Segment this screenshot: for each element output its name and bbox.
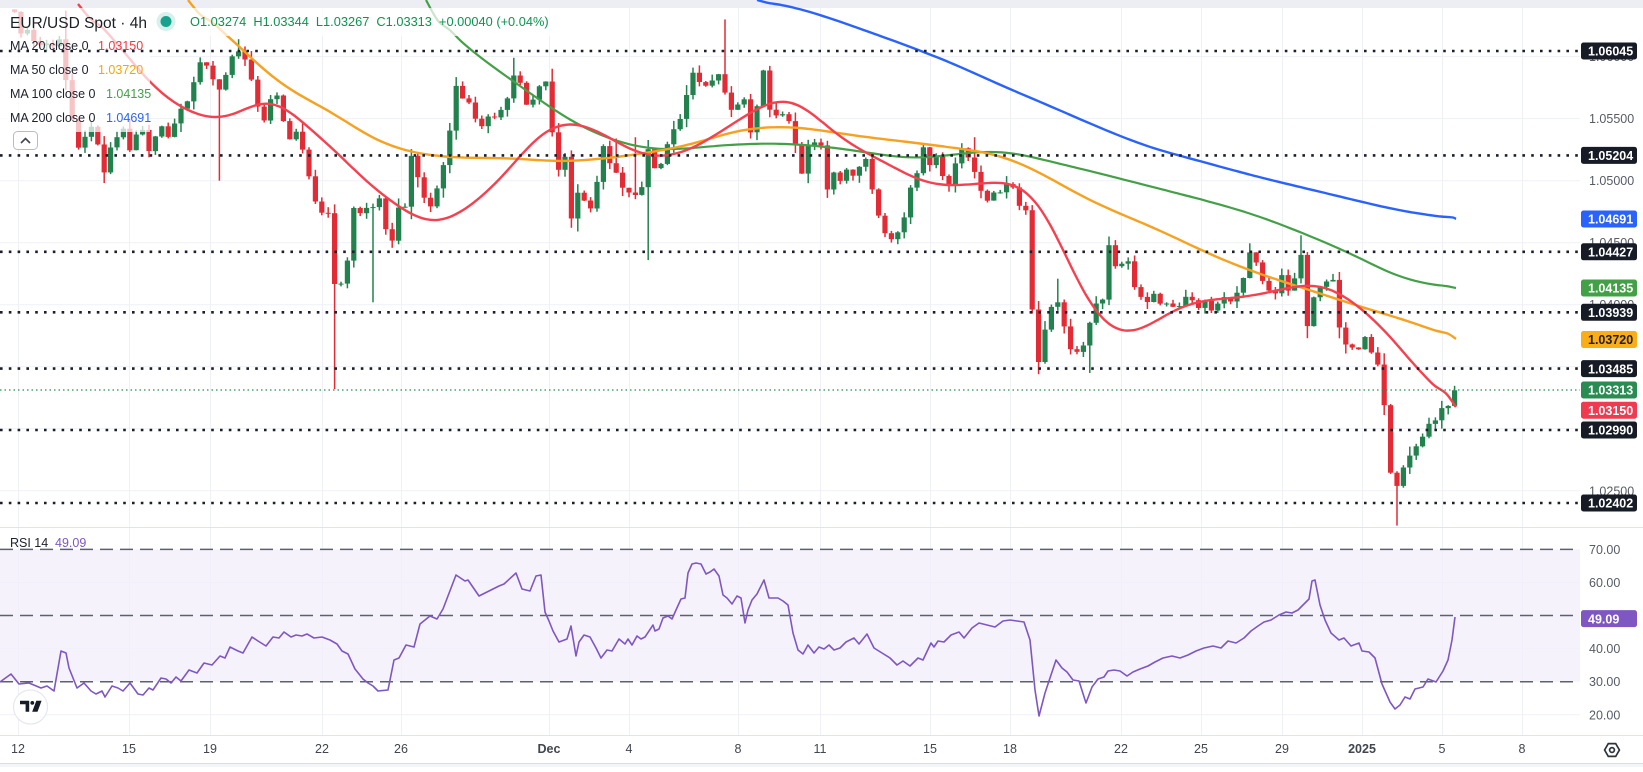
- svg-text:4: 4: [626, 742, 633, 756]
- svg-text:25: 25: [1194, 742, 1208, 756]
- svg-text:15: 15: [923, 742, 937, 756]
- svg-text:11: 11: [814, 742, 827, 756]
- svg-text:19: 19: [203, 742, 217, 756]
- svg-text:MA 20 close 0: MA 20 close 0: [10, 39, 89, 53]
- svg-text:1.03150: 1.03150: [1588, 404, 1633, 418]
- svg-text:18: 18: [1003, 742, 1017, 756]
- svg-text:8: 8: [735, 742, 742, 756]
- svg-text:49.09: 49.09: [1588, 612, 1619, 626]
- svg-text:2025: 2025: [1348, 742, 1376, 756]
- svg-text:5: 5: [1439, 742, 1446, 756]
- svg-text:1.03939: 1.03939: [1588, 306, 1633, 320]
- svg-text:1.05204: 1.05204: [1588, 149, 1633, 163]
- svg-text:26: 26: [394, 742, 408, 756]
- svg-text:30.00: 30.00: [1589, 675, 1620, 689]
- svg-text:1.02402: 1.02402: [1588, 497, 1633, 511]
- svg-text:1.03720: 1.03720: [98, 63, 143, 77]
- svg-text:60.00: 60.00: [1589, 576, 1620, 590]
- svg-text:1.03313: 1.03313: [1588, 384, 1633, 398]
- svg-text:1.05500: 1.05500: [1589, 112, 1634, 126]
- svg-text:Dec: Dec: [538, 742, 561, 756]
- svg-text:49.09: 49.09: [55, 536, 86, 550]
- svg-text:1.03720: 1.03720: [1588, 333, 1633, 347]
- svg-text:1.04135: 1.04135: [106, 87, 151, 101]
- svg-text:20.00: 20.00: [1589, 708, 1620, 722]
- svg-text:MA 100 close 0: MA 100 close 0: [10, 87, 96, 101]
- svg-text:1.04691: 1.04691: [106, 111, 151, 125]
- svg-text:1.04691: 1.04691: [1588, 213, 1633, 227]
- svg-text:1.02990: 1.02990: [1588, 424, 1633, 438]
- svg-text:22: 22: [315, 742, 329, 756]
- svg-text:1.03485: 1.03485: [1588, 362, 1633, 376]
- svg-text:22: 22: [1114, 742, 1128, 756]
- svg-text:12: 12: [11, 742, 25, 756]
- svg-text:15: 15: [122, 742, 136, 756]
- svg-text:40.00: 40.00: [1589, 642, 1620, 656]
- svg-text:MA 50 close 0: MA 50 close 0: [10, 63, 89, 77]
- svg-text:1.05000: 1.05000: [1589, 174, 1634, 188]
- svg-text:70.00: 70.00: [1589, 543, 1620, 557]
- svg-text:1.06045: 1.06045: [1588, 45, 1633, 59]
- svg-text:8: 8: [1519, 742, 1526, 756]
- svg-text:RSI 14: RSI 14: [10, 536, 48, 550]
- svg-text:29: 29: [1275, 742, 1289, 756]
- svg-text:EUR/USD Spot · 4h: EUR/USD Spot · 4h: [10, 15, 147, 32]
- svg-text:MA 200 close 0: MA 200 close 0: [10, 111, 96, 125]
- svg-text:1.04135: 1.04135: [1588, 282, 1633, 296]
- svg-text:1.03150: 1.03150: [98, 39, 143, 53]
- svg-text:O1.03274 H1.03344 L1.03267: O1.03274 H1.03344 L1.03267 C1.03313 +0.0…: [190, 14, 549, 29]
- svg-text:1.04427: 1.04427: [1588, 246, 1633, 260]
